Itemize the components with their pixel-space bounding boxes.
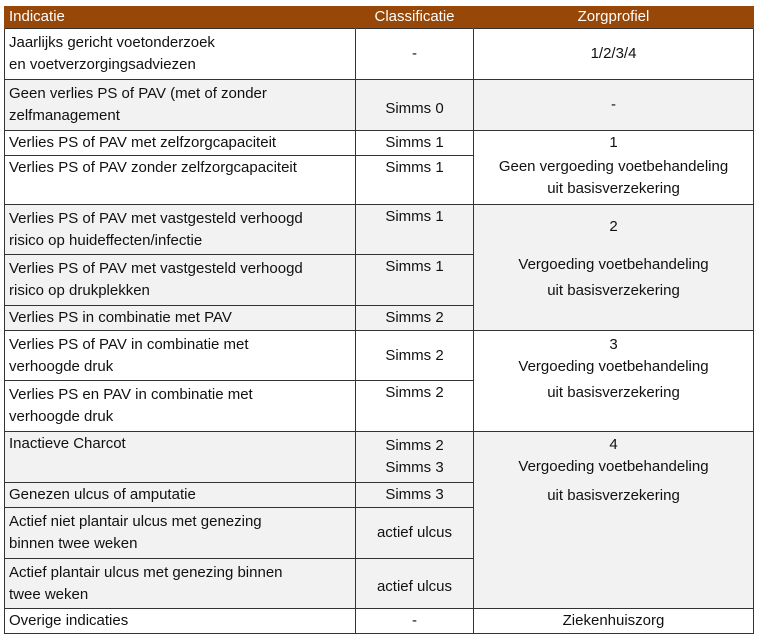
indicatie-cell: Verlies PS of PAV met vastgesteld verhoo… [4, 254, 356, 306]
indicatie-cell: Verlies PS of PAV met vastgesteld verhoo… [4, 204, 356, 255]
classificatie-cell: Simms 1 [355, 254, 474, 306]
zorgprofiel-cell: 1 Geen vergoeding voetbehandeling uit ba… [473, 130, 754, 205]
zorgprofiel-cell: 4 Vergoeding voetbehandeling uit basisve… [473, 431, 754, 609]
classificatie-cell: Simms 2 [355, 380, 474, 432]
indicatie-cell: Verlies PS of PAV met zelfzorgcapaciteit [4, 130, 356, 156]
indicatie-cell: Genezen ulcus of amputatie [4, 482, 356, 508]
classificatie-cell: Simms 1 [355, 155, 474, 205]
header-classificatie: Classificatie [355, 6, 474, 29]
table-row: Geen verlies PS of PAV (met of zonder ze… [4, 79, 754, 131]
table-row: Verlies PS of PAV zonder zelfzorgcapacit… [4, 155, 754, 205]
classificatie-cell: Simms 3 [355, 482, 474, 508]
indicatie-cell: Verlies PS of PAV zonder zelfzorgcapacit… [4, 155, 356, 205]
indicatie-cell: Overige indicaties [4, 608, 356, 634]
table-row: Verlies PS in combinatie met PAV Simms 2 [4, 305, 754, 331]
indicatie-cell: Verlies PS of PAV in combinatie met verh… [4, 330, 356, 381]
table-row: Verlies PS of PAV met zelfzorgcapaciteit… [4, 130, 754, 205]
table-row: Overige indicaties - Ziekenhuiszorg [4, 608, 754, 634]
classificatie-cell: Simms 1 [355, 204, 474, 255]
classificatie-cell: Simms 0 [355, 79, 474, 131]
classificatie-cell: actief ulcus [355, 507, 474, 559]
classificatie-cell: - [355, 608, 474, 634]
voetzorg-table: Indicatie Classificatie Zorgprofiel Jaar… [4, 6, 754, 634]
zorgprofiel-cell: 1/2/3/4 [473, 28, 754, 80]
indicatie-cell: Actief niet plantair ulcus met genezing … [4, 507, 356, 559]
header-zorgprofiel: Zorgprofiel [473, 6, 754, 29]
classificatie-cell: actief ulcus [355, 558, 474, 609]
indicatie-cell: Verlies PS in combinatie met PAV [4, 305, 356, 331]
table-row: Verlies PS of PAV met vastgesteld verhoo… [4, 204, 754, 331]
zorgprofiel-cell: - [473, 79, 754, 131]
zorgprofiel-cell: 2 Vergoeding voetbehandeling uit basisve… [473, 204, 754, 331]
indicatie-cell: Inactieve Charcot [4, 431, 356, 483]
table-row: Jaarlijks gericht voetonderzoek en voetv… [4, 28, 754, 80]
indicatie-cell: Geen verlies PS of PAV (met of zonder ze… [4, 79, 356, 131]
table-row: Actief plantair ulcus met genezing binne… [4, 558, 754, 609]
table-row: Actief niet plantair ulcus met genezing … [4, 507, 754, 559]
indicatie-cell: Jaarlijks gericht voetonderzoek en voetv… [4, 28, 356, 80]
indicatie-cell: Actief plantair ulcus met genezing binne… [4, 558, 356, 609]
zorgprofiel-cell: 3 Vergoeding voetbehandeling uit basisve… [473, 330, 754, 432]
classificatie-cell: Simms 2 Simms 3 [355, 431, 474, 483]
table-row: Genezen ulcus of amputatie Simms 3 [4, 482, 754, 508]
table-row: Inactieve Charcot Simms 2 Simms 3 4 Verg… [4, 431, 754, 609]
indicatie-cell: Verlies PS en PAV in combinatie met verh… [4, 380, 356, 432]
table-row: Verlies PS of PAV in combinatie met verh… [4, 330, 754, 432]
classificatie-cell: Simms 2 [355, 305, 474, 331]
classificatie-cell: Simms 1 [355, 130, 474, 156]
table-row: Verlies PS of PAV met vastgesteld verhoo… [4, 254, 754, 306]
classificatie-cell: Simms 2 [355, 330, 474, 381]
header-indicatie: Indicatie [4, 6, 356, 29]
classificatie-cell: - [355, 28, 474, 80]
header-row: Indicatie Classificatie Zorgprofiel [4, 6, 754, 29]
zorgprofiel-cell: Ziekenhuiszorg [473, 608, 754, 634]
